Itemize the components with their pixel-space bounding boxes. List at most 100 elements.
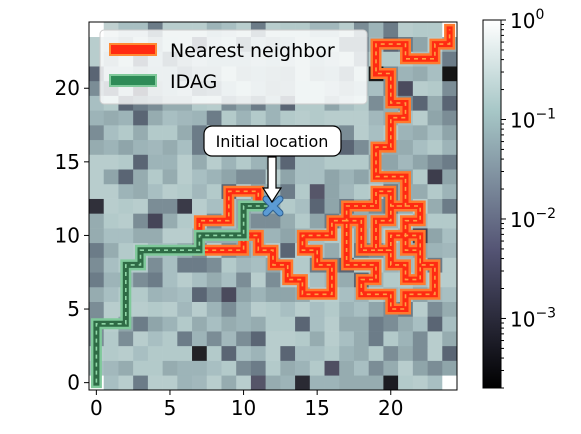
heatmap-cell — [427, 360, 443, 376]
heatmap-cell — [324, 360, 340, 376]
heatmap-cell — [353, 360, 369, 376]
heatmap-cell — [442, 139, 458, 155]
heatmap-cell — [442, 80, 458, 96]
path-dashes — [198, 29, 451, 310]
heatmap-cell — [250, 360, 266, 376]
heatmap-cell — [162, 139, 178, 155]
heatmap-cell — [398, 22, 414, 38]
heatmap-cell — [353, 125, 369, 141]
axes — [88, 21, 458, 391]
heatmap-cell — [103, 213, 119, 229]
heatmap-cell — [368, 331, 384, 347]
heatmap-cell — [412, 169, 428, 185]
heatmap-cell — [353, 345, 369, 361]
heatmap-cell — [177, 110, 193, 126]
heatmap-cell — [442, 375, 458, 391]
heatmap-cell — [147, 257, 163, 273]
heatmap-cell — [162, 272, 178, 288]
x-tick-label: 5 — [164, 396, 177, 420]
heatmap-cell — [280, 331, 296, 347]
heatmap-cell — [177, 316, 193, 332]
heatmap-cell — [339, 272, 355, 288]
heatmap-cell — [221, 257, 237, 273]
heatmap-cell — [442, 301, 458, 317]
heatmap-cell — [236, 360, 252, 376]
heatmap-cell — [412, 375, 428, 391]
heatmap-cell — [250, 301, 266, 317]
heatmap-cell — [309, 301, 325, 317]
heatmap-cell — [265, 375, 281, 391]
heatmap-cell — [412, 66, 428, 82]
heatmap-cell — [177, 139, 193, 155]
heatmap-cell — [250, 375, 266, 391]
heatmap-cell — [236, 257, 252, 273]
heatmap-cell — [280, 228, 296, 244]
heatmap-cell — [89, 169, 105, 185]
heatmap-cell — [427, 66, 443, 82]
heatmap-cell — [147, 213, 163, 229]
heatmap-cell — [133, 169, 149, 185]
x-tick-label: 20 — [378, 396, 403, 420]
heatmap-cell — [177, 257, 193, 273]
heatmap-cell — [427, 95, 443, 111]
heatmap-cell — [236, 154, 252, 170]
heatmap-cell — [206, 183, 222, 199]
heatmap-cell — [103, 125, 119, 141]
heatmap-cell — [221, 110, 237, 126]
path-dashes — [95, 205, 273, 383]
heatmap-cell — [412, 95, 428, 111]
heatmap-cell — [324, 242, 340, 258]
heatmap-cell — [427, 316, 443, 332]
heatmap-cell — [309, 154, 325, 170]
heatmap-cell — [280, 286, 296, 302]
heatmap-cell — [309, 110, 325, 126]
heatmap-cell — [236, 110, 252, 126]
heatmap-cell — [192, 257, 208, 273]
heatmap-cell — [192, 139, 208, 155]
heatmap-cell — [133, 360, 149, 376]
heatmap-cell — [118, 345, 134, 361]
heatmap-cell — [442, 110, 458, 126]
heatmap-cell — [353, 169, 369, 185]
heatmap-cell — [353, 110, 369, 126]
heatmap-cell — [177, 183, 193, 199]
heatmap-cell — [250, 272, 266, 288]
heatmap-cell — [89, 272, 105, 288]
heatmap-cell — [442, 125, 458, 141]
heatmap-cell — [295, 169, 311, 185]
heatmap-cell — [383, 154, 399, 170]
colorbar: 100 10−1 10−2 10−3 — [482, 7, 556, 389]
heatmap-cell — [442, 183, 458, 199]
y-tick-label: 10 — [55, 223, 80, 247]
heatmap-cell — [162, 198, 178, 214]
heatmap-cell — [427, 22, 443, 38]
heatmap-cell — [368, 110, 384, 126]
heatmap-cell — [442, 51, 458, 67]
heatmap-cell — [398, 139, 414, 155]
heatmap-cell — [265, 316, 281, 332]
heatmap-cell — [442, 286, 458, 302]
x-tick-label: 0 — [90, 396, 103, 420]
heatmap-cell — [221, 331, 237, 347]
heatmap-cell — [412, 183, 428, 199]
initial-location-annotation: Initial location — [203, 125, 342, 204]
legend-swatch-idag — [109, 74, 157, 87]
heatmap-cell — [118, 375, 134, 391]
heatmap-cell — [103, 345, 119, 361]
heatmap-cell — [206, 169, 222, 185]
colorbar-tick-label: 10−3 — [510, 305, 556, 331]
heatmap-cell — [442, 66, 458, 82]
heatmap-cell — [162, 213, 178, 229]
heatmap-cell — [368, 316, 384, 332]
heatmap-cell — [324, 375, 340, 391]
heatmap-cell — [412, 301, 428, 317]
heatmap-cell — [309, 198, 325, 214]
heatmap-cell — [250, 154, 266, 170]
heatmap-cell — [192, 345, 208, 361]
nearest-neighbor-path — [193, 23, 456, 315]
heatmap-cell — [147, 154, 163, 170]
heatmap-cell — [206, 272, 222, 288]
legend-swatch-nearest-neighbor — [109, 43, 157, 56]
heatmap-cell — [162, 110, 178, 126]
heatmap-cell — [442, 257, 458, 273]
